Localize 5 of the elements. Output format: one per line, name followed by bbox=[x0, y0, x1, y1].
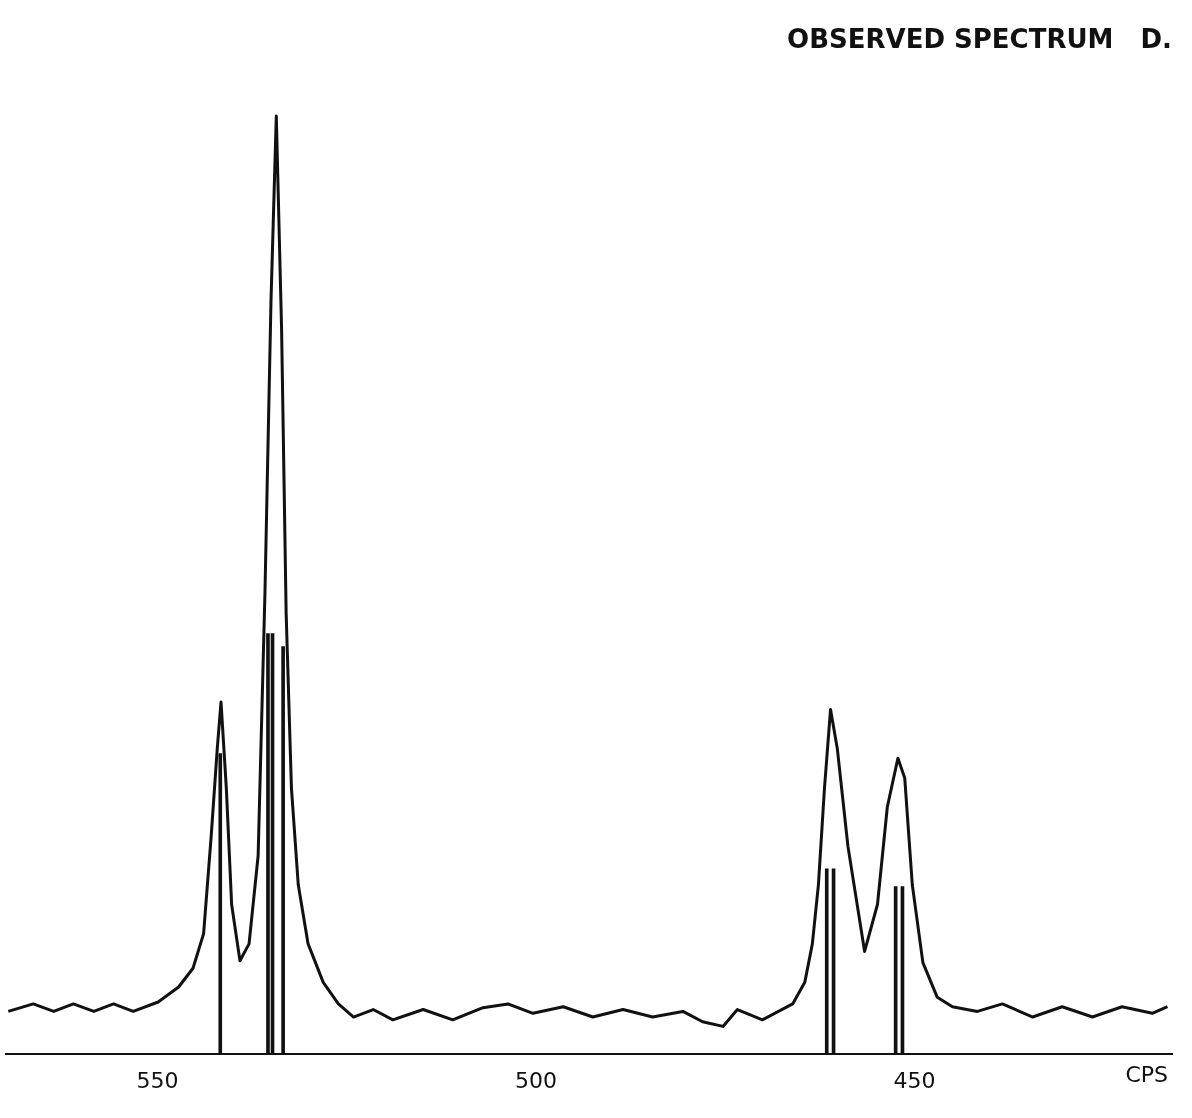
x-tick-label: 550 bbox=[136, 1067, 179, 1093]
x-tick-label: 500 bbox=[515, 1067, 557, 1093]
chart-title: OBSERVED SPECTRUM D. bbox=[787, 24, 1172, 55]
x-tick-label: 450 bbox=[893, 1067, 936, 1093]
x-axis-title: CPS bbox=[1125, 1062, 1168, 1088]
